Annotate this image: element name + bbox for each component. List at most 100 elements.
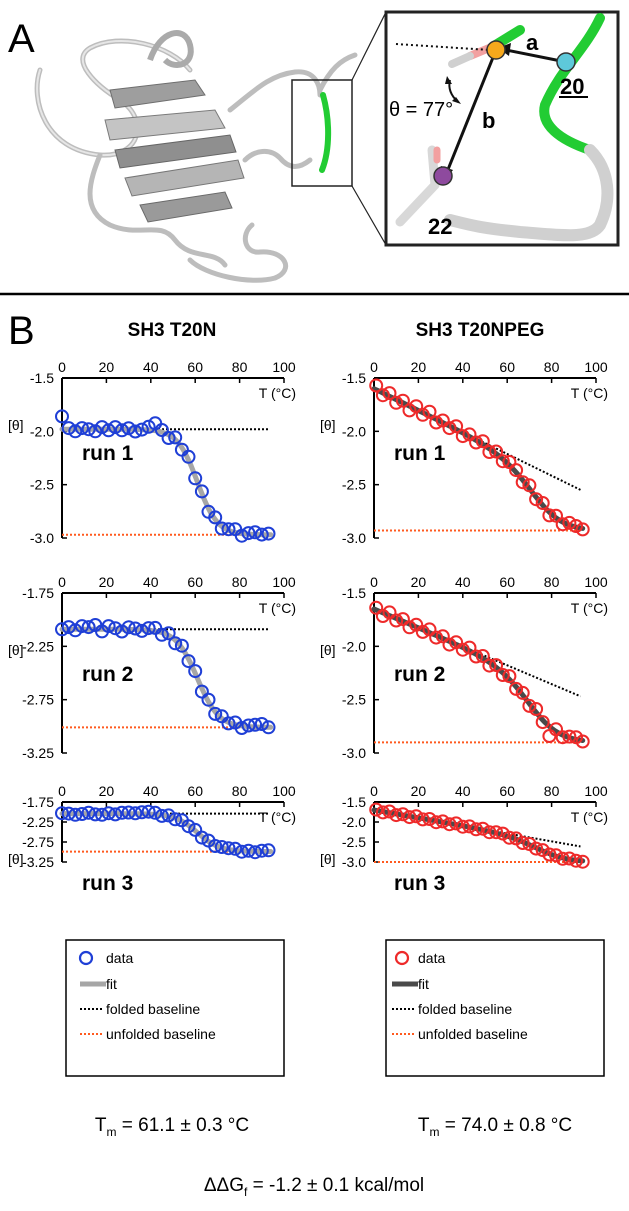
data-point xyxy=(569,519,583,533)
legend-box xyxy=(385,939,605,1077)
data-point xyxy=(382,386,397,401)
data-point xyxy=(221,716,236,731)
legend-unfolded-label: unfolded baseline xyxy=(106,1026,216,1042)
x-tick-label: 60 xyxy=(499,359,515,375)
data-point xyxy=(422,622,437,637)
y-axis-label: [θ] xyxy=(8,642,24,658)
residue-22-label: 22 xyxy=(428,214,452,239)
data-point xyxy=(261,720,276,735)
legend-data-marker xyxy=(78,950,94,966)
chart-panel: 0 20 40 60 80 100 -1.75 -2.25 -2.75 -3.25 T (°C) [θ… xyxy=(8,574,296,761)
data-point xyxy=(168,812,183,827)
y-tick-label: -3.0 xyxy=(342,854,366,870)
data-point xyxy=(134,805,149,820)
data-point xyxy=(555,517,570,532)
data-point xyxy=(234,721,249,735)
data-point xyxy=(148,805,163,820)
zoom-line-bottom xyxy=(351,185,387,246)
atom-orange xyxy=(486,40,506,60)
y-tick-label: -2.25 xyxy=(22,814,54,830)
x-axis-label: T (°C) xyxy=(259,600,296,616)
data-point xyxy=(469,649,484,664)
zoom-inset: θ = 77° a b 20 22 xyxy=(384,10,620,247)
y-tick-label: -1.5 xyxy=(342,794,366,810)
x-tick-label: 0 xyxy=(58,783,66,799)
data-point xyxy=(101,423,116,438)
data-point xyxy=(562,515,577,530)
data-point xyxy=(261,526,276,541)
y-tick-label: -2.5 xyxy=(342,477,366,493)
atom-cyan xyxy=(556,52,576,72)
data-point xyxy=(402,620,417,635)
legend-t20n: data fit folded baseline unfolded baseli… xyxy=(65,939,285,1077)
data-point xyxy=(402,810,417,825)
data-point xyxy=(81,805,96,820)
data-point xyxy=(415,624,430,639)
run-label: run 1 xyxy=(82,442,134,465)
x-tick-label: 60 xyxy=(499,574,515,590)
x-tick-label: 100 xyxy=(584,574,608,590)
y-tick-label: -2.5 xyxy=(30,477,54,493)
data-point xyxy=(154,627,169,642)
data-point xyxy=(61,806,76,821)
x-axis-label: T (°C) xyxy=(571,809,608,825)
data-point xyxy=(61,620,76,635)
x-tick-label: 40 xyxy=(143,783,159,799)
data-point xyxy=(482,825,497,840)
fit-curve xyxy=(371,386,586,531)
data-point xyxy=(108,420,123,435)
data-point xyxy=(482,658,497,673)
x-tick-label: 40 xyxy=(143,359,159,375)
tm-symbol: T xyxy=(95,1115,107,1136)
y-axis-label: [θ] xyxy=(8,851,24,867)
tm-value: = 61.1 ± 0.3 °C xyxy=(116,1115,249,1136)
data-point xyxy=(121,620,136,635)
data-point xyxy=(369,600,384,615)
x-tick-label: 40 xyxy=(143,574,159,590)
data-point xyxy=(248,717,263,732)
data-point xyxy=(442,421,457,436)
y-tick-label: -3.25 xyxy=(22,854,54,870)
angle-label: θ = 77° xyxy=(389,99,453,121)
data-point xyxy=(395,807,410,822)
legend-fit-label: fit xyxy=(418,976,429,992)
y-axis-label: [θ] xyxy=(320,417,336,433)
x-tick-label: 20 xyxy=(99,783,115,799)
data-point xyxy=(469,435,484,450)
data-point xyxy=(254,843,269,858)
data-point xyxy=(475,434,490,449)
legend-t20npeg: data fit folded baseline unfolded baseli… xyxy=(385,939,605,1077)
data-point xyxy=(261,843,276,858)
chart-panel: 0 20 40 60 80 100 -1.75 -2.25 -2.75 -3.25 T (°C) [θ… xyxy=(8,783,296,895)
data-point xyxy=(161,626,176,641)
data-point xyxy=(522,698,537,713)
data-point xyxy=(489,444,504,459)
data-point xyxy=(241,718,256,733)
highlighted-segment xyxy=(319,92,332,173)
data-point xyxy=(442,637,457,652)
legend-folded-label: folded baseline xyxy=(106,1001,200,1017)
beta-sheet-strands xyxy=(104,30,245,223)
x-axis-label: T (°C) xyxy=(259,809,296,825)
zoom-box xyxy=(291,79,353,187)
data-point xyxy=(575,854,590,869)
ddg-value: = -1.2 ± 0.1 kcal/mol xyxy=(247,1175,424,1196)
x-tick-label: 80 xyxy=(544,574,560,590)
data-point xyxy=(575,522,590,537)
data-point xyxy=(389,808,404,823)
y-tick-label: -2.0 xyxy=(30,423,54,439)
data-point xyxy=(475,821,490,836)
x-tick-label: 0 xyxy=(58,574,66,590)
run-label: run 2 xyxy=(82,663,133,686)
data-point xyxy=(68,807,83,822)
data-point xyxy=(141,804,156,819)
y-tick-label: -1.5 xyxy=(342,585,366,601)
data-point xyxy=(128,621,143,636)
data-point xyxy=(375,609,390,623)
data-point xyxy=(522,478,537,493)
x-tick-label: 20 xyxy=(411,783,427,799)
data-point xyxy=(369,378,384,393)
x-tick-label: 100 xyxy=(272,783,296,799)
data-point xyxy=(542,508,557,523)
panel-a-letter: A xyxy=(8,17,35,61)
